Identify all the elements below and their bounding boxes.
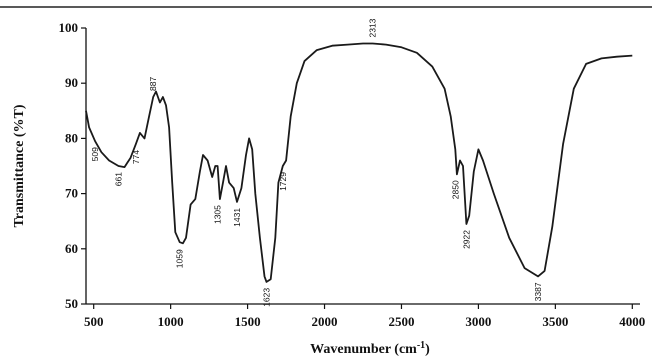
x-axis-title: Wavenumber (cm-1) (310, 340, 430, 357)
y-tick-label: 90 (65, 75, 78, 90)
y-tick-label: 100 (59, 20, 79, 35)
peak-label-887: 887 (148, 77, 158, 91)
peak-label-1305: 1305 (213, 205, 223, 224)
peak-label-2850: 2850 (450, 180, 460, 199)
peak-label-661: 661 (114, 172, 124, 186)
y-axis-title: Transmittance (%T) (12, 104, 27, 227)
y-tick-label: 70 (65, 186, 78, 201)
y-tick-label: 50 (65, 296, 78, 311)
x-tick-label: 3000 (465, 314, 491, 329)
peak-label-1059: 1059 (175, 249, 185, 268)
axes (85, 28, 640, 305)
x-axis-title-main: Wavenumber (cm (310, 342, 417, 357)
peak-labels: 509 661 774 887 1059 1305 1431 1623 1729 2313 2850… (90, 18, 543, 307)
x-axis-title-close: ) (425, 342, 430, 357)
peak-label-3387: 3387 (533, 282, 543, 301)
x-tick-label: 2500 (388, 314, 414, 329)
x-tick-label: 3500 (542, 314, 568, 329)
peak-label-2922: 2922 (461, 230, 471, 249)
x-tick-label: 500 (84, 314, 104, 329)
peak-label-1431: 1431 (232, 208, 242, 227)
y-tick-label: 60 (65, 241, 78, 256)
ticks: 50 60 70 80 90 100 500 1000 1500 2000 2500 3000 3500… (59, 20, 646, 329)
peak-label-1729: 1729 (278, 172, 288, 191)
peak-label-509: 509 (90, 147, 100, 161)
spectrum-line (85, 42, 633, 283)
x-tick-label: 1500 (235, 314, 261, 329)
x-axis-title-sup: -1 (417, 340, 425, 351)
peak-label-2313: 2313 (368, 18, 378, 37)
peak-label-774: 774 (131, 150, 141, 164)
x-tick-label: 2000 (312, 314, 338, 329)
y-tick-label: 80 (65, 130, 78, 145)
peak-label-1623: 1623 (262, 288, 272, 307)
x-tick-label: 4000 (619, 314, 645, 329)
x-tick-label: 1000 (158, 314, 184, 329)
